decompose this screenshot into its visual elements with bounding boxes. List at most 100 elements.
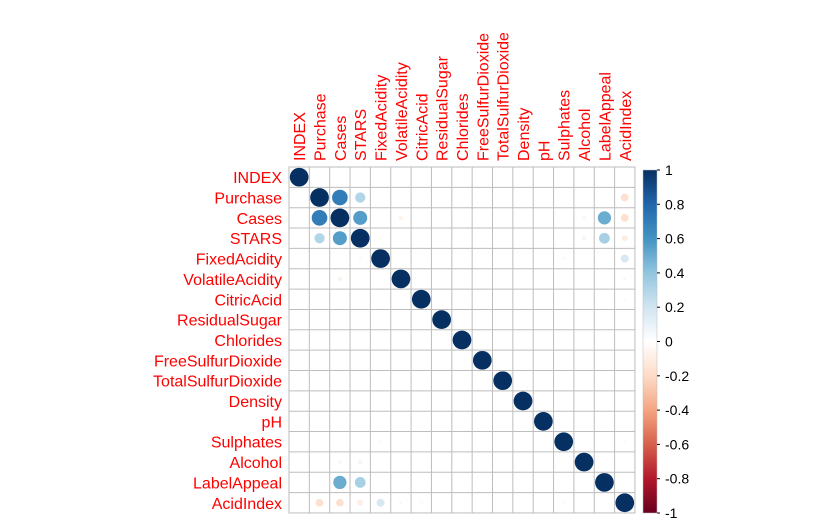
- corr-circle-stars-alcohol: [581, 235, 587, 241]
- colorbar-tick-label: 0: [665, 334, 673, 350]
- corr-circle-alcohol-alcohol: [574, 452, 594, 472]
- row-label-ph: pH: [262, 414, 282, 431]
- col-label-sulphates: Sulphates: [557, 90, 574, 161]
- col-label-alcohol: Alcohol: [577, 109, 594, 161]
- col-label-residualsugar: ResidualSugar: [435, 55, 452, 161]
- col-label-totalsulfurdioxide: TotalSulfurDioxide: [496, 32, 513, 161]
- colorbar-tick-label: -0.8: [665, 471, 689, 487]
- row-label-alcohol: Alcohol: [230, 455, 282, 472]
- row-label-density: Density: [229, 394, 282, 411]
- corr-circle-acidindex-citricacid: [419, 501, 423, 505]
- colorbar-tick-label: 0.6: [665, 231, 685, 247]
- colorbar-tick-label: 1: [665, 162, 673, 178]
- corr-circle-cases-labelappeal: [597, 211, 612, 225]
- row-labels: INDEX Purchase Cases STARS FixedAcidity Volat…: [153, 170, 283, 513]
- row-label-cases: Cases: [237, 211, 282, 228]
- col-label-citricacid: CitricAcid: [414, 93, 431, 161]
- row-label-sulphates: Sulphates: [211, 435, 282, 452]
- colorbar-tick-label: 0.8: [665, 196, 685, 212]
- corr-circle-citricacid-citricacid: [411, 289, 431, 309]
- row-label-freesulfurdioxide: FreeSulfurDioxide: [154, 353, 282, 370]
- row-label-purchase: Purchase: [214, 191, 282, 208]
- colorbar-tick-label: 0.4: [665, 265, 685, 281]
- col-label-cases: Cases: [333, 116, 350, 161]
- corr-circle-cases-alcohol: [581, 215, 587, 220]
- corr-circle-residualsugar-residualsugar: [432, 310, 451, 329]
- corr-circle-alcohol-stars: [357, 459, 363, 465]
- corr-circle-purchase-stars: [355, 192, 366, 203]
- col-label-volatileacidity: VolatileAcidity: [394, 62, 411, 161]
- corr-circle-cases-cases: [330, 208, 350, 228]
- col-label-purchase: Purchase: [313, 93, 330, 161]
- colorbar: -1 -0.8 -0.6 -0.4 -0.2 0 0.2 0.4 0.6 0.8 1: [642, 162, 689, 521]
- corr-circle-acidindex-sulphates: [562, 501, 566, 505]
- corr-circle-density-density: [513, 391, 533, 411]
- corr-circle-stars-stars: [350, 228, 370, 248]
- corr-circle-volatileacidity-volatileacidity: [391, 269, 411, 289]
- col-label-fixedacidity: FixedAcidity: [374, 75, 391, 161]
- row-label-acidindex: AcidIndex: [212, 496, 282, 513]
- corr-circle-totalsulfurdioxide-totalsulfurdioxide: [493, 371, 513, 391]
- colorbar-tick-label: -0.4: [665, 402, 689, 418]
- row-label-citricacid: CitricAcid: [214, 292, 282, 309]
- colorbar-tick-label: 0.2: [665, 299, 685, 315]
- corr-circle-stars-cases: [332, 231, 347, 246]
- col-label-density: Density: [516, 108, 533, 161]
- col-label-labelappeal: LabelAppeal: [597, 72, 614, 161]
- corr-circle-volatileacidity-cases: [337, 276, 343, 282]
- corr-circle-sulphates-fixedacidity: [378, 440, 383, 444]
- row-label-residualsugar: ResidualSugar: [177, 313, 283, 330]
- corr-circle-index-index: [289, 167, 309, 187]
- colorbar-tick-label: -0.6: [665, 436, 689, 452]
- col-label-index: INDEX: [292, 112, 309, 161]
- corr-circle-purchase-acidindex: [620, 193, 629, 202]
- matrix-grid: [288, 166, 636, 514]
- row-label-index: INDEX: [233, 170, 282, 187]
- corr-circle-acidindex-stars: [357, 499, 364, 506]
- corr-circle-purchase-purchase: [310, 188, 329, 207]
- corr-circle-labelappeal-stars: [354, 477, 366, 488]
- corr-circle-stars-fixedacidity: [378, 236, 383, 241]
- corr-circle-acidindex-cases: [336, 498, 344, 507]
- corr-circle-purchase-cases: [332, 189, 348, 206]
- row-label-chlorides: Chlorides: [214, 333, 282, 350]
- column-labels: INDEX Purchase Cases STARS FixedAcidity Volat…: [292, 32, 635, 161]
- col-label-stars: STARS: [353, 109, 370, 161]
- corr-circle-chlorides-chlorides: [452, 330, 472, 350]
- colorbar-gradient: [642, 169, 658, 514]
- corr-circle-ph-ph: [534, 412, 553, 431]
- row-label-volatileacidity: VolatileAcidity: [183, 272, 282, 289]
- corr-circle-fixedacidity-fixedacidity: [371, 249, 390, 268]
- corr-circle-stars-acidindex: [621, 235, 628, 242]
- row-label-totalsulfurdioxide: TotalSulfurDioxide: [153, 374, 282, 391]
- corr-circle-fixedacidity-acidindex: [620, 254, 629, 263]
- row-label-labelappeal: LabelAppeal: [193, 475, 282, 492]
- corr-circle-cases-stars: [353, 210, 368, 225]
- col-label-acidindex: AcidIndex: [618, 91, 635, 161]
- corr-circle-alcohol-cases: [337, 459, 342, 465]
- corr-circle-volatileacidity-acidindex: [622, 277, 627, 281]
- corr-circle-citricacid-acidindex: [623, 297, 627, 301]
- row-label-stars: STARS: [230, 231, 282, 248]
- corr-circle-cases-purchase: [311, 210, 328, 226]
- corr-circle-freesulfurdioxide-freesulfurdioxide: [472, 350, 492, 370]
- corr-circle-fixedacidity-sulphates: [562, 256, 566, 261]
- corr-circle-acidindex-purchase: [315, 498, 324, 507]
- correlation-circles: [289, 167, 635, 513]
- corr-circle-cases-acidindex: [620, 214, 629, 222]
- corr-circle-labelappeal-labelappeal: [595, 473, 614, 492]
- col-label-ph: pH: [536, 141, 553, 161]
- col-label-chlorides: Chlorides: [455, 93, 472, 161]
- colorbar-tick-label: -0.2: [665, 368, 689, 384]
- corr-circle-stars-labelappeal: [599, 232, 610, 244]
- corr-circle-labelappeal-cases: [333, 475, 347, 490]
- corr-circle-sulphates-sulphates: [554, 432, 574, 452]
- corr-circle-acidindex-acidindex: [615, 493, 635, 513]
- corr-circle-cases-volatileacidity: [398, 215, 404, 221]
- col-label-freesulfurdioxide: FreeSulfurDioxide: [475, 33, 492, 161]
- corr-circle-sulphates-acidindex: [623, 440, 627, 444]
- corr-circle-acidindex-fixedacidity: [376, 498, 385, 507]
- colorbar-tick-label: -1: [665, 505, 678, 521]
- corr-circle-fixedacidity-stars: [358, 256, 363, 261]
